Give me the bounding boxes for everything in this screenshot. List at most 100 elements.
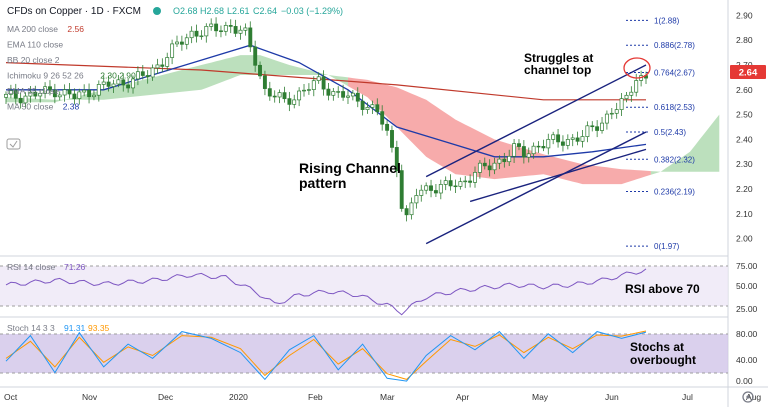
candle-body[interactable]	[536, 145, 541, 148]
candle-body[interactable]	[463, 180, 468, 183]
candle-body[interactable]	[399, 170, 404, 209]
candle-body[interactable]	[209, 23, 214, 27]
candle-body[interactable]	[87, 89, 92, 98]
candle-body[interactable]	[306, 89, 311, 91]
candle-body[interactable]	[253, 46, 258, 66]
chart-settings-button[interactable]	[742, 391, 754, 403]
candle-body[interactable]	[385, 123, 390, 131]
candle-body[interactable]	[214, 23, 219, 32]
candle-body[interactable]	[62, 89, 67, 96]
time-label[interactable]: Aug	[746, 392, 761, 402]
candle-body[interactable]	[580, 136, 585, 142]
candle-body[interactable]	[624, 94, 629, 100]
candle-body[interactable]	[292, 99, 297, 105]
legend-label[interactable]: Ichimoku 9 26 52 26	[7, 71, 84, 81]
candle-body[interactable]	[272, 95, 277, 98]
candle-body[interactable]	[526, 153, 531, 158]
candle-body[interactable]	[4, 93, 8, 98]
candle-body[interactable]	[302, 89, 306, 92]
candle-body[interactable]	[365, 107, 370, 110]
candle-body[interactable]	[429, 185, 433, 191]
candle-body[interactable]	[145, 75, 150, 78]
candle-body[interactable]	[560, 141, 565, 146]
candle-body[interactable]	[258, 64, 262, 77]
candle-body[interactable]	[414, 195, 419, 204]
candle-body[interactable]	[482, 162, 487, 167]
candle-body[interactable]	[517, 143, 521, 147]
candle-body[interactable]	[629, 91, 634, 96]
candle-body[interactable]	[604, 113, 609, 124]
candle-body[interactable]	[277, 92, 282, 98]
candle-body[interactable]	[228, 25, 233, 27]
candle-body[interactable]	[199, 35, 204, 38]
candle-body[interactable]	[453, 185, 458, 188]
candle-body[interactable]	[375, 104, 380, 113]
candle-body[interactable]	[57, 94, 62, 98]
channel-mid-line[interactable]	[469, 148, 647, 203]
candle-body[interactable]	[287, 98, 292, 105]
candle-body[interactable]	[311, 80, 316, 90]
candle-body[interactable]	[184, 37, 189, 45]
indicator-legend[interactable]: MA 200 close 2.56 EMA 110 close BB 20 close…	[7, 24, 136, 112]
candle-body[interactable]	[600, 122, 604, 131]
candle-body[interactable]	[438, 184, 443, 194]
time-label[interactable]: 2020	[229, 392, 248, 402]
candle-body[interactable]	[424, 185, 429, 191]
legend-label[interactable]: EMA 55 close	[7, 86, 59, 96]
candle-body[interactable]	[72, 93, 77, 100]
legend-label[interactable]: BB 20 close 2	[7, 55, 60, 65]
time-label[interactable]: Feb	[308, 392, 323, 402]
stoch-label[interactable]: Stoch 14 3 3	[7, 323, 55, 333]
candle-body[interactable]	[380, 111, 385, 125]
candle-body[interactable]	[165, 57, 170, 67]
candle-body[interactable]	[189, 30, 194, 39]
candle-body[interactable]	[614, 109, 619, 114]
candle-body[interactable]	[477, 162, 482, 173]
candle-body[interactable]	[77, 91, 82, 99]
candle-body[interactable]	[565, 139, 570, 146]
candle-body[interactable]	[551, 134, 556, 140]
candle-body[interactable]	[243, 27, 248, 31]
candle-body[interactable]	[52, 89, 57, 98]
candle-body[interactable]	[91, 94, 96, 98]
channel-lower-line[interactable]	[425, 131, 647, 245]
legend-label[interactable]: MA 200 close	[7, 24, 58, 34]
candle-body[interactable]	[18, 97, 23, 104]
time-label[interactable]: Dec	[158, 392, 174, 402]
fibonacci-retracement[interactable]: 1(2.88) 0.886(2.78) 0.764(2.67) 0.618(2.53)…	[626, 16, 695, 251]
candle-body[interactable]	[43, 86, 48, 94]
candle-body[interactable]	[355, 92, 360, 102]
candle-body[interactable]	[512, 143, 517, 157]
rising-channel[interactable]	[425, 64, 647, 245]
candle-body[interactable]	[33, 91, 38, 97]
candle-body[interactable]	[433, 190, 438, 194]
candle-body[interactable]	[326, 88, 331, 96]
candle-body[interactable]	[468, 180, 473, 183]
candle-body[interactable]	[321, 76, 326, 90]
rsi-label[interactable]: RSI 14 close	[7, 262, 55, 272]
candle-body[interactable]	[341, 91, 346, 98]
candle-body[interactable]	[404, 208, 409, 216]
time-label[interactable]: Oct	[4, 392, 18, 402]
candle-body[interactable]	[497, 158, 502, 164]
candle-body[interactable]	[67, 89, 72, 95]
candle-body[interactable]	[116, 79, 121, 85]
candle-body[interactable]	[13, 90, 18, 99]
candle-body[interactable]	[609, 112, 614, 115]
candle-body[interactable]	[82, 89, 87, 93]
legend-label[interactable]: EMA 110 close	[7, 40, 63, 50]
candle-body[interactable]	[179, 41, 184, 45]
candle-body[interactable]	[233, 26, 238, 34]
candlesticks[interactable]	[4, 17, 648, 222]
candle-body[interactable]	[8, 90, 13, 95]
candle-body[interactable]	[595, 126, 600, 131]
candle-body[interactable]	[297, 90, 302, 101]
candle-body[interactable]	[634, 80, 639, 93]
candle-body[interactable]	[473, 172, 477, 183]
candle-body[interactable]	[394, 147, 399, 172]
candle-body[interactable]	[111, 83, 116, 87]
candle-body[interactable]	[531, 145, 536, 155]
candle-body[interactable]	[541, 146, 546, 149]
candle-body[interactable]	[619, 98, 624, 110]
